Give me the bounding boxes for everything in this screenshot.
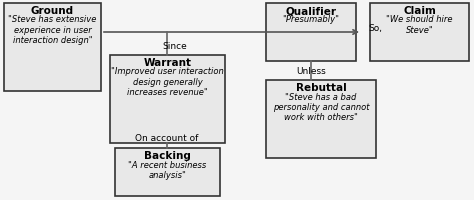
FancyBboxPatch shape bbox=[4, 3, 101, 91]
FancyBboxPatch shape bbox=[370, 3, 469, 61]
Text: Warrant: Warrant bbox=[144, 58, 191, 68]
Text: Claim: Claim bbox=[403, 6, 436, 16]
Text: "Steve has a bad
personality and cannot
work with others": "Steve has a bad personality and cannot … bbox=[273, 92, 369, 122]
Text: On account of: On account of bbox=[135, 134, 199, 143]
Text: Since: Since bbox=[163, 42, 187, 51]
Text: So,: So, bbox=[368, 24, 382, 33]
Text: Unless: Unless bbox=[296, 67, 326, 76]
Text: Backing: Backing bbox=[144, 151, 191, 161]
Text: "Steve has extensive
experience in user
interaction design": "Steve has extensive experience in user … bbox=[9, 16, 97, 45]
Text: "Presumably": "Presumably" bbox=[283, 16, 339, 24]
Text: Rebuttal: Rebuttal bbox=[296, 83, 346, 93]
FancyBboxPatch shape bbox=[110, 55, 225, 143]
Text: "Improved user interaction
design generally
increases revenue": "Improved user interaction design genera… bbox=[111, 68, 224, 97]
Text: Ground: Ground bbox=[31, 6, 74, 16]
FancyBboxPatch shape bbox=[266, 3, 356, 61]
Text: Qualifier: Qualifier bbox=[285, 6, 337, 16]
Text: "A recent business
analysis": "A recent business analysis" bbox=[128, 160, 207, 180]
FancyBboxPatch shape bbox=[115, 148, 220, 196]
Text: "We should hire
Steve": "We should hire Steve" bbox=[386, 16, 453, 35]
FancyBboxPatch shape bbox=[266, 80, 376, 158]
